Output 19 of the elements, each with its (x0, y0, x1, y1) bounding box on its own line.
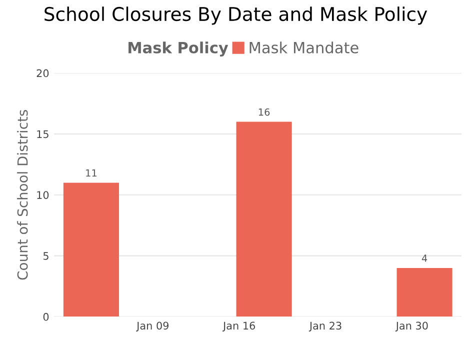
bar (63, 182, 119, 317)
x-tick-label: Jan 16 (222, 322, 256, 332)
y-tick-label: 15 (37, 130, 48, 138)
x-tick-label: Jan 30 (395, 322, 428, 332)
bar (236, 122, 292, 317)
legend-label: Mask Mandate (250, 42, 358, 54)
data-label: 4 (422, 254, 428, 262)
y-axis-title: Count of School Districts (17, 110, 28, 280)
y-tick-label: 20 (36, 69, 49, 78)
data-label: 16 (258, 108, 270, 116)
legend-title: Mask Policy (128, 42, 228, 56)
x-tick-label: Jan 23 (308, 322, 342, 332)
chart-title: School Closures By Date and Mask Policy (44, 6, 428, 25)
y-tick-label: 0 (43, 312, 49, 321)
y-tick-label: 10 (37, 191, 49, 199)
data-label: 11 (86, 169, 96, 177)
y-tick-label: 5 (43, 252, 48, 260)
x-tick-label: Jan 09 (136, 322, 169, 332)
bar (396, 268, 452, 317)
